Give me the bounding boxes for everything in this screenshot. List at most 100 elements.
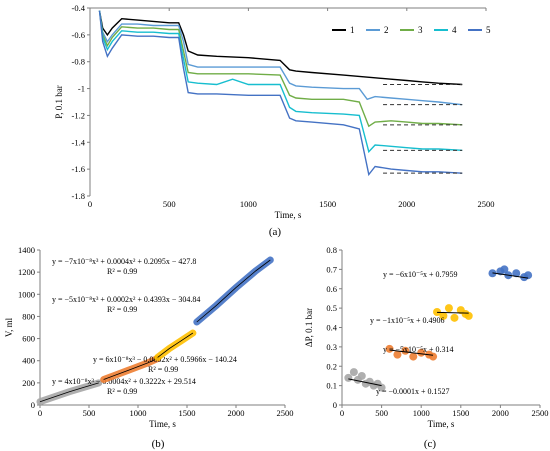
- y-tick-label: -0.6: [72, 30, 85, 40]
- y-tick-label: 0.6: [326, 284, 337, 294]
- x-tick-label: 0: [340, 408, 344, 418]
- data-point: [349, 368, 358, 377]
- y-tick-label: -1.8: [72, 191, 85, 201]
- series-line-2: [98, 10, 463, 106]
- equation-label: y = −5x10⁻⁵x + 0.314: [383, 345, 454, 354]
- trend-line: [157, 332, 194, 358]
- equation-label: y = 6x10⁻⁸x³ − 0.0002x² + 0.5966x − 140.…: [93, 355, 237, 364]
- y-tick-label: 800: [22, 311, 35, 321]
- equation-label: y = 4x10⁻⁸x³ − 0.0004x² + 0.3222x + 29.5…: [52, 377, 196, 386]
- x-tick-label: 2500: [478, 199, 495, 209]
- legend-label-3: 3: [418, 25, 423, 35]
- x-tick-label: 2000: [398, 199, 415, 209]
- y-tick-label: 400: [22, 356, 35, 366]
- data-point: [385, 344, 394, 353]
- x-tick-label: 1500: [319, 199, 336, 209]
- panel-label-a: (a): [269, 226, 282, 238]
- trend-line: [196, 259, 271, 323]
- data-point: [401, 346, 410, 355]
- equation-label: y = −0.0001x + 0.1527: [376, 387, 450, 396]
- data-point: [344, 373, 353, 382]
- x-tick-label: 1500: [452, 408, 469, 418]
- equation-label: y = −1x10⁻⁵x + 0.4906: [370, 316, 445, 325]
- equation-label: y = −7x10⁻⁸x³ + 0.0004x² + 0.2095x − 427…: [52, 257, 196, 266]
- r2-label: R² = 0.99: [107, 387, 137, 396]
- data-point: [444, 304, 453, 313]
- y-tick-label: 0.2: [326, 361, 337, 371]
- data-point: [417, 348, 426, 357]
- data-point: [357, 371, 366, 380]
- x-tick-label: 1000: [240, 199, 257, 209]
- data-point: [464, 311, 473, 320]
- y-tick-label: 0.5: [326, 303, 337, 313]
- x-tick-label: 500: [163, 199, 176, 209]
- y-tick-label: 0.8: [326, 245, 337, 255]
- x-tick-label: 2500: [277, 408, 294, 418]
- y-tick-label: 1400: [18, 245, 35, 255]
- trend-line: [389, 349, 434, 356]
- y-tick-label: 1000: [18, 289, 35, 299]
- chart-b: 0 500 1000 1500 2000 2500 0 200 400 600 800 1000 120…: [4, 245, 294, 429]
- panel-label-c: (c): [424, 438, 437, 450]
- legend-label-2: 2: [384, 25, 389, 35]
- chart-c: 0 500 1000 1500 2000 2500 0 0.1 0.2 0.3 0.4 0.5 0.6 0…: [304, 245, 549, 429]
- data-point: [393, 350, 402, 359]
- series-line-4: [98, 10, 463, 154]
- y-tick-label: -0.8: [72, 57, 85, 67]
- trend-line: [492, 272, 529, 279]
- y-tick-label: 0.1: [326, 381, 337, 391]
- x-tick-label: 500: [83, 408, 96, 418]
- trend-line: [437, 311, 469, 314]
- legend-label-5: 5: [486, 25, 491, 35]
- legend-label-1: 1: [350, 25, 355, 35]
- y-tick-label: 600: [22, 334, 35, 344]
- panel-label-b: (b): [152, 438, 165, 450]
- x-tick-label: 2000: [492, 408, 509, 418]
- x-axis-title: Time, s: [428, 419, 455, 429]
- data-point: [439, 311, 448, 320]
- x-tick-label: 1000: [413, 408, 430, 418]
- trend-line: [103, 358, 158, 380]
- data-point: [433, 308, 442, 316]
- r2-label: R² = 0.99: [148, 365, 178, 374]
- x-axis-title: Time, s: [149, 419, 176, 429]
- y-tick-label: 0.3: [326, 342, 337, 352]
- y-tick-label: -0.4: [72, 3, 86, 13]
- equation-label: y = −5x10⁻⁸x³ + 0.0002x² + 0.4393x − 304…: [52, 295, 200, 304]
- y-tick-label: 200: [22, 378, 35, 388]
- y-tick-label: -1.6: [72, 164, 85, 174]
- y-tick-label: 0.7: [326, 264, 337, 274]
- y-axis-title: V, ml: [4, 317, 14, 337]
- y-tick-label: -1: [78, 84, 85, 94]
- data-point: [450, 313, 459, 322]
- series-line-5: [98, 10, 463, 177]
- equation-label: y = −6x10⁻⁵x + 0.7959: [383, 270, 458, 279]
- x-tick-label: 0: [88, 199, 92, 209]
- x-tick-label: 500: [375, 408, 388, 418]
- y-tick-label: 0: [333, 400, 337, 410]
- trend-line: [39, 382, 99, 403]
- y-axis-title: P, 0.1 bar: [54, 85, 64, 119]
- data-point: [500, 265, 509, 274]
- x-tick-label: 1000: [130, 408, 147, 418]
- r2-label: R² = 0.99: [107, 305, 137, 314]
- y-tick-label: 1200: [18, 267, 35, 277]
- y-axis-title: ΔP, 0.1 bar: [304, 308, 314, 347]
- x-tick-label: 1500: [179, 408, 196, 418]
- x-tick-label: 0: [38, 408, 42, 418]
- y-tick-label: -1.4: [72, 137, 86, 147]
- x-tick-label: 2500: [532, 408, 549, 418]
- chart-a: 0 500 1000 1500 2000 2500 -1.8 -1.6 -1.4 -1.2 -1 -0…: [54, 3, 495, 220]
- y-tick-label: -1.2: [72, 110, 85, 120]
- data-point: [512, 269, 521, 278]
- r2-label: R² = 0.99: [107, 267, 137, 276]
- x-axis-title: Time, s: [275, 210, 302, 220]
- x-tick-label: 2000: [228, 408, 245, 418]
- y-tick-label: 0.4: [326, 323, 337, 333]
- series-line-3: [98, 10, 463, 128]
- data-point: [524, 271, 533, 280]
- trend-line: [348, 378, 382, 387]
- data-point: [409, 352, 418, 361]
- y-tick-label: 0: [31, 400, 35, 410]
